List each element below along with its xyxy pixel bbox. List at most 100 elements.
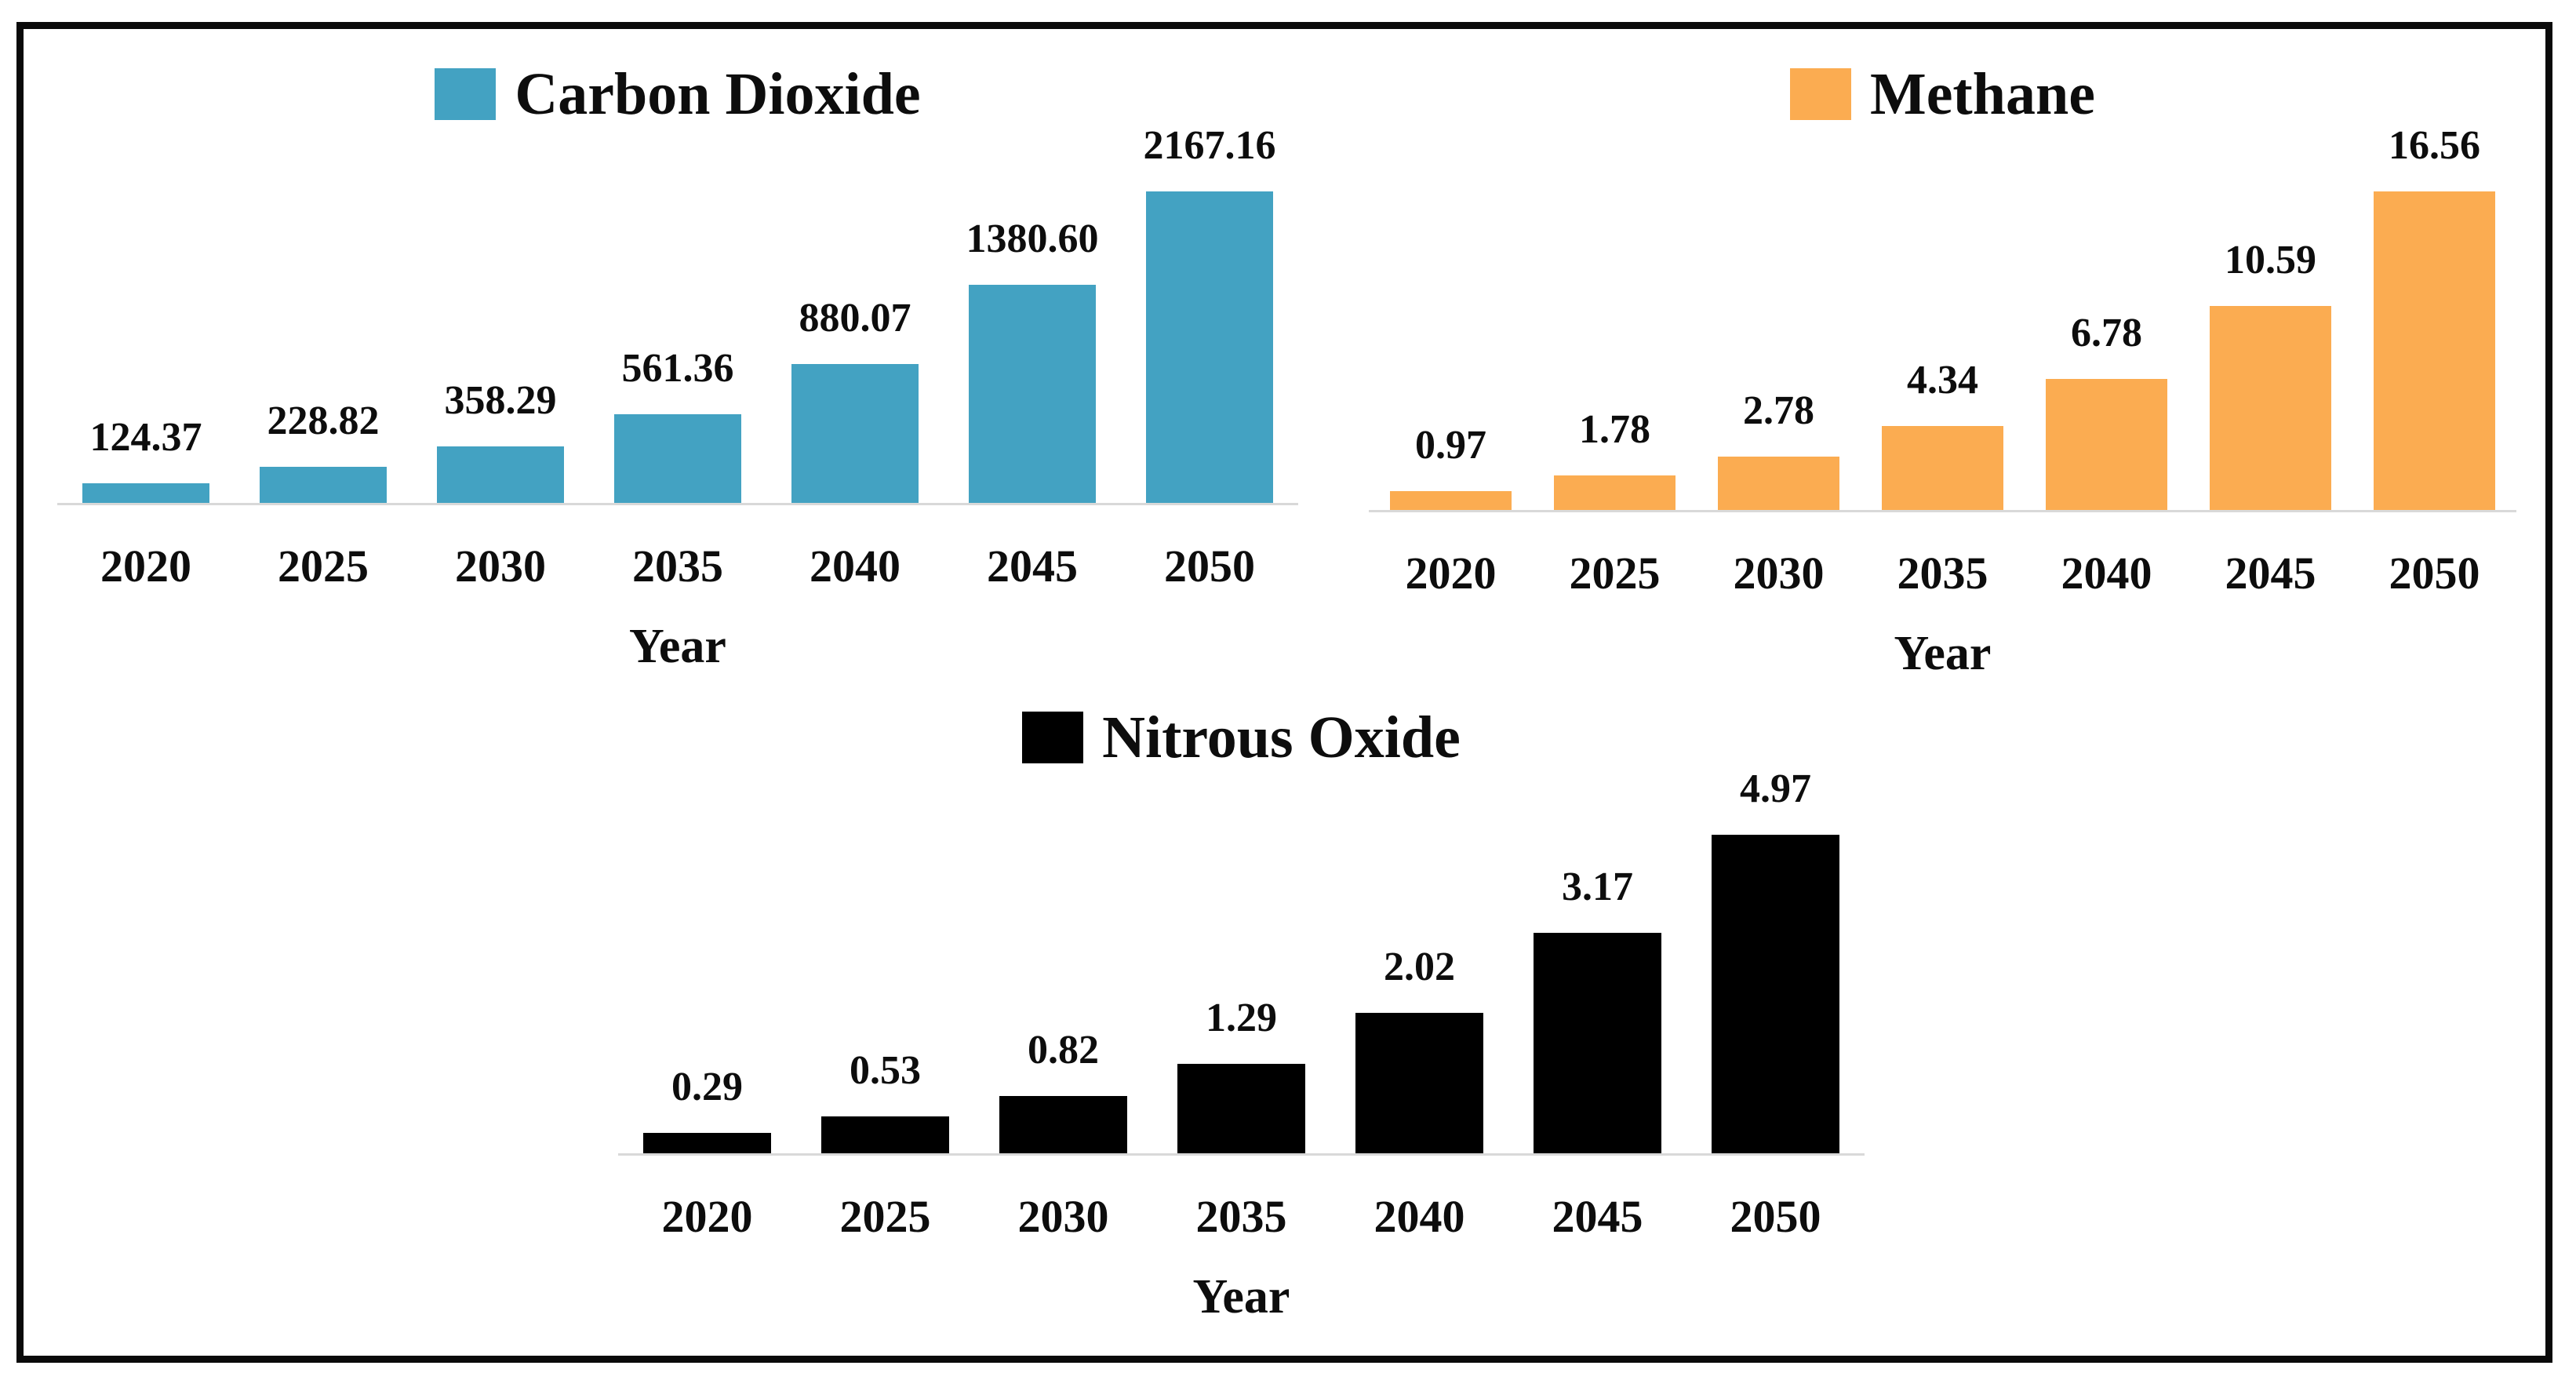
bar-cell: 4.34 [1861, 126, 2025, 510]
bar-cell: 2.78 [1697, 126, 1861, 510]
carbon-dioxide-x-axis-ticks: 2020 2025 2030 2035 2040 2045 2050 [57, 503, 1298, 589]
bar [1390, 491, 1512, 510]
x-tick-label: 2025 [278, 541, 369, 592]
bar [1355, 1013, 1484, 1153]
bar-cell: 3.17 [1508, 769, 1686, 1153]
bar [1882, 426, 2003, 510]
bar-cell: 124.37 [57, 126, 235, 503]
methane-chart: Methane 0.97 1.78 2.78 4.34 6.78 10.59 16.56 2… [1369, 63, 2516, 678]
nitrous-oxide-plot-area: 0.29 0.53 0.82 1.29 2.02 3.17 4.97 [618, 769, 1865, 1156]
methane-legend-swatch-icon [1789, 68, 1851, 120]
x-tick-label: 2035 [1897, 548, 1988, 599]
bar-cell: 228.82 [235, 126, 412, 503]
bar-value-label: 2.02 [1384, 945, 1455, 990]
methane-plot-area: 0.97 1.78 2.78 4.34 6.78 10.59 16.56 [1369, 126, 2516, 512]
bar [1718, 456, 1839, 510]
bar-value-label: 2167.16 [1143, 123, 1276, 168]
x-tick-label: 2050 [2389, 548, 2480, 599]
x-tick-label: 2050 [1730, 1191, 1821, 1242]
bar-cell: 0.53 [796, 769, 974, 1153]
bar-value-label: 124.37 [89, 414, 202, 460]
bar-value-label: 1380.60 [966, 217, 1099, 262]
bar-value-label: 10.59 [2225, 237, 2316, 282]
nitrous-oxide-bars: 0.29 0.53 0.82 1.29 2.02 3.17 4.97 [618, 769, 1865, 1156]
bar [1554, 475, 1675, 510]
x-tick-label: 2050 [1164, 541, 1255, 592]
bar [259, 466, 387, 503]
carbon-dioxide-legend-label: Carbon Dioxide [515, 61, 921, 127]
nitrous-oxide-legend: Nitrous Oxide [618, 706, 1865, 769]
bar-cell: 358.29 [412, 126, 589, 503]
nitrous-oxide-legend-swatch-icon [1022, 712, 1084, 763]
bar-cell: 1.29 [1152, 769, 1330, 1153]
bar-cell: 1380.60 [944, 126, 1121, 503]
bar [791, 363, 919, 503]
bar-value-label: 228.82 [267, 398, 380, 443]
bar-cell: 0.82 [974, 769, 1152, 1153]
x-tick-label: 2035 [632, 541, 723, 592]
carbon-dioxide-x-axis-title: Year [629, 620, 726, 673]
bar-value-label: 0.82 [1028, 1028, 1099, 1073]
nitrous-oxide-chart: Nitrous Oxide 0.29 0.53 0.82 1.29 2.02 3.17 4.… [618, 706, 1865, 1321]
bar-value-label: 2.78 [1743, 388, 1814, 433]
bar [613, 414, 742, 503]
x-tick-label: 2040 [1374, 1191, 1465, 1242]
carbon-dioxide-legend: Carbon Dioxide [57, 63, 1298, 126]
bar-value-label: 4.34 [1907, 358, 1978, 403]
bar-value-label: 16.56 [2389, 123, 2480, 168]
bar [2046, 379, 2167, 510]
x-tick-label: 2025 [1569, 548, 1661, 599]
bar [2374, 191, 2495, 510]
x-tick-label: 2020 [100, 541, 191, 592]
x-tick-label: 2030 [455, 541, 546, 592]
methane-x-axis-ticks: 2020 2025 2030 2035 2040 2045 2050 [1369, 510, 2516, 596]
x-tick-label: 2045 [1552, 1191, 1643, 1242]
bar-value-label: 3.17 [1562, 865, 1633, 910]
x-tick-label: 2030 [1017, 1191, 1109, 1242]
bar-value-label: 4.97 [1740, 767, 1811, 811]
bar [82, 482, 210, 503]
x-tick-label: 2025 [839, 1191, 931, 1242]
bar [1145, 191, 1274, 503]
x-tick-label: 2045 [987, 541, 1078, 592]
x-tick-label: 2020 [661, 1191, 753, 1242]
nitrous-oxide-x-axis-ticks: 2020 2025 2030 2035 2040 2045 2050 [618, 1153, 1865, 1240]
methane-bars: 0.97 1.78 2.78 4.34 6.78 10.59 16.56 [1369, 126, 2516, 512]
bar-value-label: 0.29 [671, 1065, 743, 1110]
bar [1177, 1063, 1306, 1153]
x-tick-label: 2035 [1195, 1191, 1287, 1242]
bar-cell: 2.02 [1330, 769, 1508, 1153]
bar-cell: 16.56 [2352, 126, 2516, 510]
methane-x-axis-title: Year [1894, 627, 1992, 680]
bar [436, 446, 565, 503]
bar [642, 1133, 772, 1153]
bar-value-label: 6.78 [2071, 311, 2142, 356]
carbon-dioxide-bars: 124.37 228.82 358.29 561.36 880.07 1380.60 216… [57, 126, 1298, 505]
carbon-dioxide-chart: Carbon Dioxide 124.37 228.82 358.29 561.36 8… [57, 63, 1298, 671]
bar-value-label: 0.97 [1415, 423, 1486, 468]
bar-value-label: 358.29 [444, 377, 557, 423]
x-tick-label: 2040 [2061, 548, 2152, 599]
bar-value-label: 0.53 [850, 1048, 921, 1094]
carbon-dioxide-legend-swatch-icon [435, 68, 497, 120]
bar-cell: 561.36 [589, 126, 766, 503]
x-tick-label: 2045 [2225, 548, 2316, 599]
bar [1711, 835, 1840, 1153]
bar-cell: 0.29 [618, 769, 796, 1153]
bar-cell: 6.78 [2025, 126, 2189, 510]
bar-cell: 1.78 [1533, 126, 1697, 510]
x-tick-label: 2020 [1405, 548, 1497, 599]
bar [820, 1116, 950, 1153]
bar-value-label: 880.07 [799, 295, 911, 340]
bar-cell: 10.59 [2189, 126, 2352, 510]
bar-cell: 880.07 [766, 126, 944, 503]
bar [1533, 933, 1662, 1153]
methane-legend-label: Methane [1869, 61, 2096, 127]
bar [999, 1096, 1128, 1153]
bar-cell: 2167.16 [1121, 126, 1298, 503]
bar-value-label: 1.29 [1206, 995, 1277, 1040]
x-tick-label: 2030 [1733, 548, 1825, 599]
bar [968, 285, 1097, 503]
nitrous-oxide-x-axis-title: Year [1192, 1270, 1290, 1324]
